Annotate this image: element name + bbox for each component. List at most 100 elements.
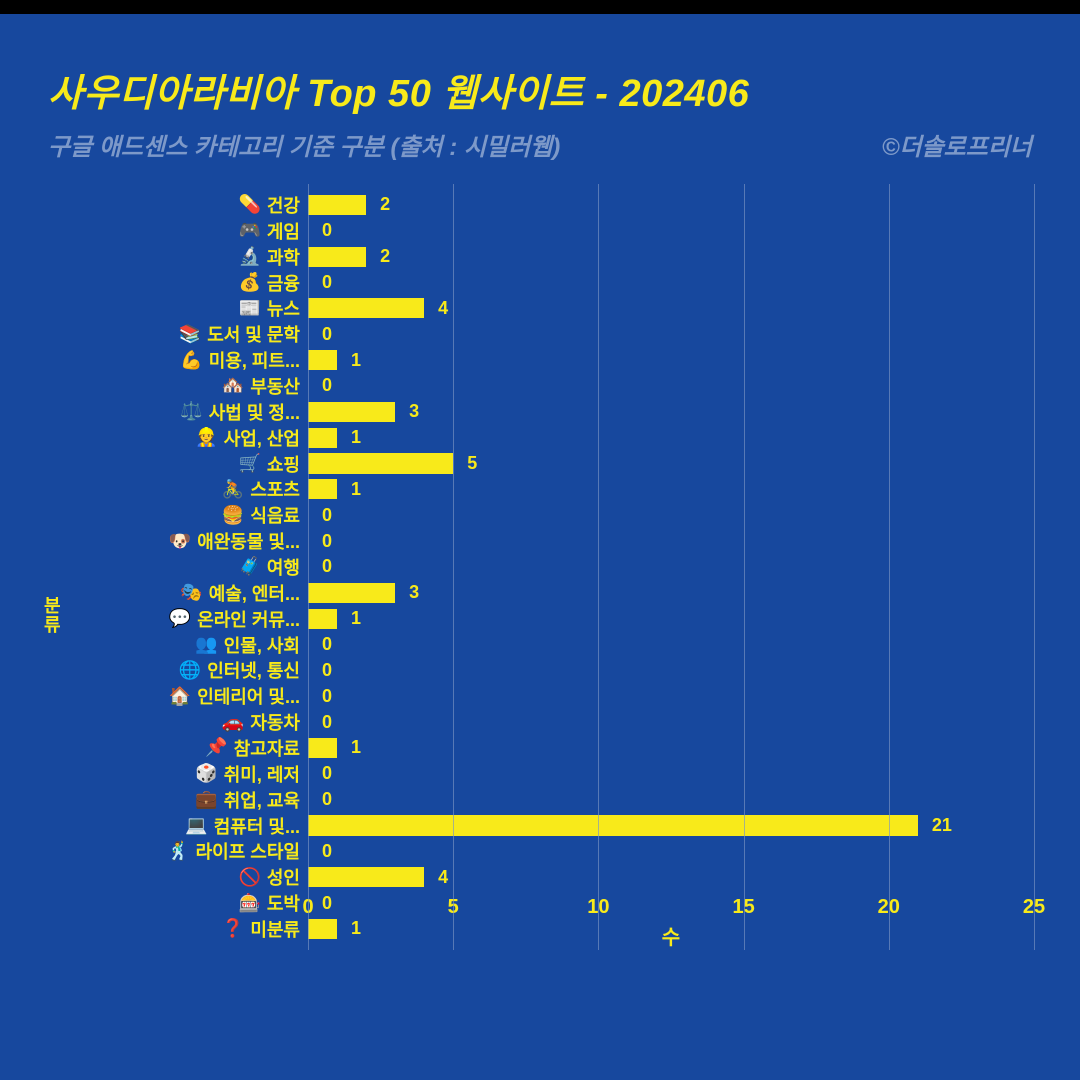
gridline [889,184,890,950]
category-icon: 🛒 [238,453,260,474]
category-label: 💬 온라인 커뮤... [60,606,300,632]
category-icon: 💰 [238,272,260,293]
category-text: 도서 및 문학 [207,321,300,347]
category-label: ⚖️ 사법 및 정... [60,399,300,425]
category-label: 🎲취미, 레저 [60,761,300,787]
category-icon: 🚴 [222,479,244,500]
category-label: 🏠인테리어 및... [60,683,300,709]
category-icon: ❓ [222,918,244,939]
category-label: 🔬과학 [60,244,300,270]
category-icon: 📰 [238,298,260,319]
category-text: 성인 [267,864,300,890]
gridline [308,184,309,950]
y-axis-label: 분 류 [44,597,61,635]
chart-title: 사우디아라비아 Top 50 웹사이트 - 202406 [48,62,1032,117]
category-text: 사법 및 정... [209,399,300,425]
bar [308,815,918,835]
category-icon: 🐶 [169,531,191,552]
bar-row: 📚도서 및 문학0 [308,321,1034,347]
category-icon: 💪 [180,350,202,371]
category-text: 인물, 사회 [224,632,300,658]
category-icon: 🌐 [179,660,201,681]
bar-value-label: 0 [322,220,332,241]
category-label: 💊건강 [60,192,300,218]
category-text: 취미, 레저 [224,761,300,787]
category-icon: 🏘️ [222,375,244,396]
bar-row: 💰금융0 [308,270,1034,296]
category-icon: 📚 [179,324,201,345]
bar-row: 🏠인테리어 및...0 [308,683,1034,709]
category-icon: 💻 [185,815,207,836]
gridline [598,184,599,950]
category-text: 사업, 산업 [224,425,300,451]
bar [308,350,337,370]
chart-credit: ©더솔로프리너 [882,127,1032,162]
category-text: 온라인 커뮤... [197,606,300,632]
category-label: 📚 도서 및 문학 [60,321,300,347]
bar-row: 🚴스포츠1 [308,476,1034,502]
bar [308,453,453,473]
bar [308,609,337,629]
category-icon: 🎭 [180,582,202,603]
bar [308,428,337,448]
category-text: 자동차 [250,709,300,735]
category-label: 💻컴퓨터 및... [60,813,300,839]
bar-row: 🐶애완동물 및...0 [308,528,1034,554]
bar-row: 💬온라인 커뮤...1 [308,606,1034,632]
category-text: 뉴스 [267,295,300,321]
bar-rows: 💊건강2🎮게임0🔬과학2💰금융0📰뉴스4📚도서 및 문학0💪미용, 피트...1… [308,192,1034,942]
y-axis-label-line: 분 [44,597,61,616]
category-text: 식음료 [250,502,300,528]
category-label: 👥인물, 사회 [60,632,300,658]
category-icon: 🍔 [222,505,244,526]
category-label: 🚫성인 [60,864,300,890]
chart-area: 분 류 💊건강2🎮게임0🔬과학2💰금융0📰뉴스4📚도서 및 문학0💪미용, 피트… [62,184,1050,1010]
bar-value-label: 1 [351,350,361,371]
category-text: 미용, 피트... [209,347,300,373]
bar-row: 🚫성인4 [308,864,1034,890]
category-text: 과학 [267,244,300,270]
category-text: 여행 [267,554,300,580]
category-icon: 🎰 [238,893,260,914]
bar-value-label: 0 [322,375,332,396]
bar-value-label: 0 [322,763,332,784]
bar-row: 🧳여행0 [308,554,1034,580]
category-icon: 🎮 [238,220,260,241]
bar-row: 💻컴퓨터 및...21 [308,813,1034,839]
bar-value-label: 0 [322,841,332,862]
category-text: 도박 [267,890,300,916]
plot-region: 💊건강2🎮게임0🔬과학2💰금융0📰뉴스4📚도서 및 문학0💪미용, 피트...1… [308,184,1034,950]
bar-value-label: 0 [322,686,332,707]
category-label: 💰금융 [60,270,300,296]
bar-value-label: 0 [322,324,332,345]
category-label: 🏘️부동산 [60,373,300,399]
bar-value-label: 3 [409,401,419,422]
category-icon: ⚖️ [180,401,202,422]
bar-value-label: 3 [409,582,419,603]
category-icon: 👷 [195,427,217,448]
category-icon: 💬 [169,608,191,629]
bar-value-label: 0 [322,505,332,526]
category-text: 건강 [267,192,300,218]
category-label: 🚴스포츠 [60,476,300,502]
category-label: 🌐인터넷, 통신 [60,657,300,683]
category-text: 인테리어 및... [197,683,300,709]
category-text: 쇼핑 [267,451,300,477]
bar-value-label: 0 [322,660,332,681]
bar-value-label: 0 [322,556,332,577]
chart-card: 사우디아라비아 Top 50 웹사이트 - 202406 구글 애드센스 카테고… [0,14,1080,1080]
category-label: ❓ 미분류 [60,916,300,942]
category-text: 참고자료 [234,735,300,761]
bar-row: 📌참고자료1 [308,735,1034,761]
category-label: 💼취업, 교육 [60,787,300,813]
category-label: 🧳여행 [60,554,300,580]
bar-value-label: 1 [351,737,361,758]
subtitle-row: 구글 애드센스 카테고리 기준 구분 (출처 : 시밀러웹) ©더솔로프리너 [48,127,1032,162]
bar-value-label: 4 [438,867,448,888]
gridline [744,184,745,950]
bar-row: 🎮게임0 [308,218,1034,244]
category-label: 🎰 도박 [60,890,300,916]
bar-row: 🛒쇼핑5 [308,451,1034,477]
category-icon: 🕺 [167,841,189,862]
category-text: 미분류 [250,916,300,942]
